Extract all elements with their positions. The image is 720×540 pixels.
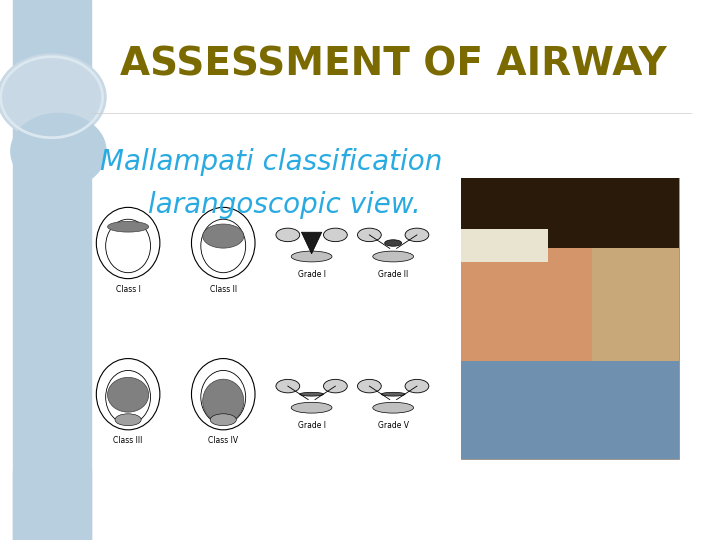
- Text: Grade I: Grade I: [297, 421, 325, 430]
- Polygon shape: [302, 232, 322, 254]
- Ellipse shape: [107, 377, 148, 412]
- Bar: [12, 470, 91, 540]
- Text: Class II: Class II: [210, 285, 237, 294]
- Text: Class I: Class I: [116, 285, 140, 294]
- Ellipse shape: [276, 379, 300, 393]
- Ellipse shape: [201, 219, 246, 273]
- Ellipse shape: [384, 240, 402, 246]
- Ellipse shape: [373, 402, 413, 413]
- Ellipse shape: [115, 414, 141, 426]
- Ellipse shape: [203, 224, 244, 248]
- Circle shape: [11, 113, 106, 189]
- Ellipse shape: [323, 379, 347, 393]
- Ellipse shape: [291, 251, 332, 262]
- Ellipse shape: [405, 379, 429, 393]
- Text: Grade I: Grade I: [297, 270, 325, 279]
- Ellipse shape: [357, 379, 382, 393]
- Ellipse shape: [276, 228, 300, 241]
- Circle shape: [0, 54, 106, 140]
- Text: larangoscopic view.: larangoscopic view.: [148, 191, 420, 219]
- Text: Class IV: Class IV: [208, 436, 238, 445]
- Ellipse shape: [106, 370, 150, 424]
- Ellipse shape: [201, 370, 246, 424]
- Bar: [461, 361, 679, 459]
- Ellipse shape: [106, 219, 150, 273]
- Text: Grade V: Grade V: [378, 421, 409, 430]
- Ellipse shape: [357, 228, 382, 241]
- Ellipse shape: [203, 379, 244, 423]
- Ellipse shape: [291, 402, 332, 413]
- Ellipse shape: [405, 228, 429, 241]
- Bar: [12, 0, 91, 540]
- Text: ASSESSMENT OF AIRWAY: ASSESSMENT OF AIRWAY: [120, 46, 667, 84]
- Bar: [461, 248, 592, 361]
- Text: Class III: Class III: [114, 436, 143, 445]
- Ellipse shape: [323, 228, 347, 241]
- Ellipse shape: [300, 392, 323, 396]
- Bar: [461, 229, 548, 262]
- Ellipse shape: [107, 221, 148, 232]
- Text: Mallampati classification: Mallampati classification: [99, 148, 442, 176]
- Bar: [461, 178, 679, 459]
- Ellipse shape: [210, 414, 236, 426]
- Bar: [461, 178, 679, 248]
- Ellipse shape: [373, 251, 413, 262]
- Text: Grade II: Grade II: [378, 270, 408, 279]
- Ellipse shape: [382, 392, 405, 396]
